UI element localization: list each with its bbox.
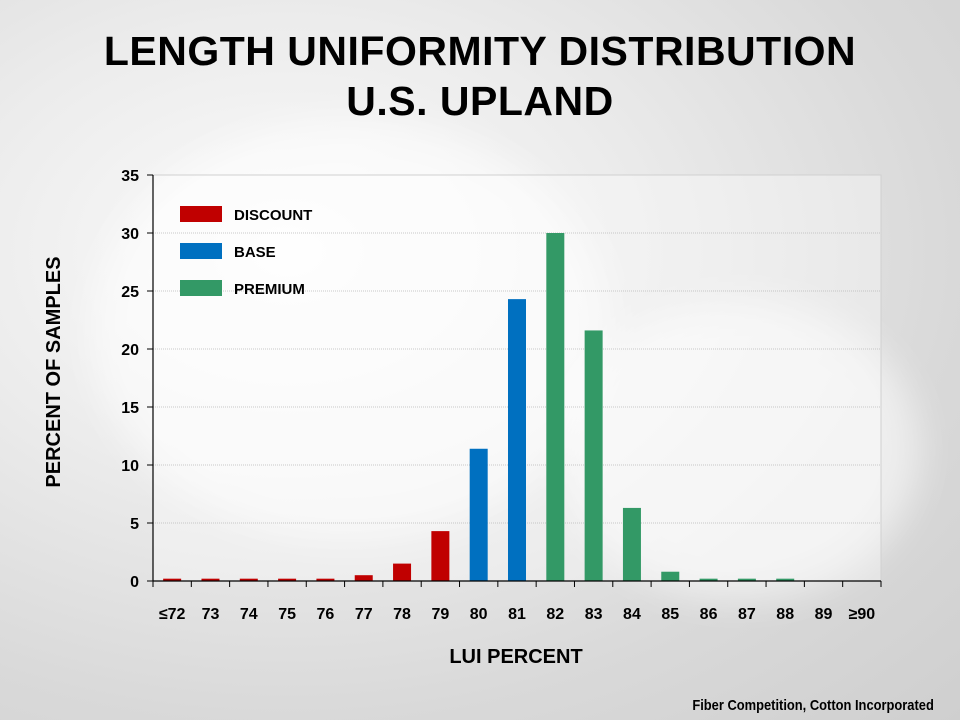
x-tick-label: ≥90 xyxy=(849,606,876,623)
legend-swatch-base xyxy=(180,243,222,259)
bar-74 xyxy=(239,578,258,581)
page-title: LENGTH UNIFORMITY DISTRIBUTION U.S. UPLA… xyxy=(0,26,960,126)
x-tick-label: 78 xyxy=(393,606,411,623)
x-tick-label: 88 xyxy=(776,606,794,623)
bar-83 xyxy=(584,330,603,581)
x-tick-label: 84 xyxy=(623,606,641,623)
legend-label-base: BASE xyxy=(234,244,276,261)
x-tick-label: 75 xyxy=(278,606,296,623)
legend-swatch-premium xyxy=(180,280,222,296)
bar-87 xyxy=(737,578,756,581)
x-tick-label: 74 xyxy=(240,606,258,623)
y-tick-label: 30 xyxy=(121,226,139,243)
y-tick-label: 25 xyxy=(121,284,139,301)
bar-75 xyxy=(278,578,297,581)
y-tick-label: 15 xyxy=(121,400,139,417)
source-credit: Fiber Competition, Cotton Incorporated xyxy=(692,697,934,714)
x-tick-label: 79 xyxy=(431,606,449,623)
bar-79 xyxy=(431,531,450,581)
bar-85 xyxy=(661,571,680,581)
bar-81 xyxy=(508,299,526,581)
bar-80 xyxy=(469,448,488,581)
bar-73 xyxy=(201,578,220,581)
bar-77 xyxy=(354,575,373,581)
x-tick-label: ≤72 xyxy=(159,606,186,623)
x-tick-label: 86 xyxy=(700,606,718,623)
bar-76 xyxy=(316,578,335,581)
y-tick-label: 35 xyxy=(121,168,139,185)
y-tick-label: 20 xyxy=(121,342,139,359)
x-tick-label: 83 xyxy=(585,606,603,623)
x-axis-label: LUI PERCENT xyxy=(449,646,582,668)
x-tick-label: 77 xyxy=(355,606,373,623)
y-tick-label: 0 xyxy=(130,574,139,591)
y-tick-label: 10 xyxy=(121,458,139,475)
bar-≤72 xyxy=(163,578,182,581)
legend-label-premium: PREMIUM xyxy=(234,281,305,298)
x-tick-label: 81 xyxy=(508,606,526,623)
bar-78 xyxy=(393,563,412,581)
y-tick-label: 5 xyxy=(130,516,139,533)
bar-88 xyxy=(776,578,795,581)
x-tick-label: 89 xyxy=(815,606,833,623)
x-tick-label: 80 xyxy=(470,606,488,623)
x-tick-label: 85 xyxy=(661,606,679,623)
x-tick-label: 82 xyxy=(546,606,564,623)
x-tick-label: 87 xyxy=(738,606,756,623)
y-axis-label: PERCENT OF SAMPLES xyxy=(43,256,65,487)
title-line-2: U.S. UPLAND xyxy=(346,78,614,124)
title-line-1: LENGTH UNIFORMITY DISTRIBUTION xyxy=(103,28,857,74)
bar-84 xyxy=(622,507,641,581)
legend-swatch-discount xyxy=(180,206,222,222)
x-tick-label: 76 xyxy=(317,606,335,623)
bar-86 xyxy=(699,578,718,581)
bar-82 xyxy=(546,233,565,581)
background-highlight xyxy=(560,300,920,600)
x-tick-label: 73 xyxy=(202,606,220,623)
legend-label-discount: DISCOUNT xyxy=(234,207,312,224)
